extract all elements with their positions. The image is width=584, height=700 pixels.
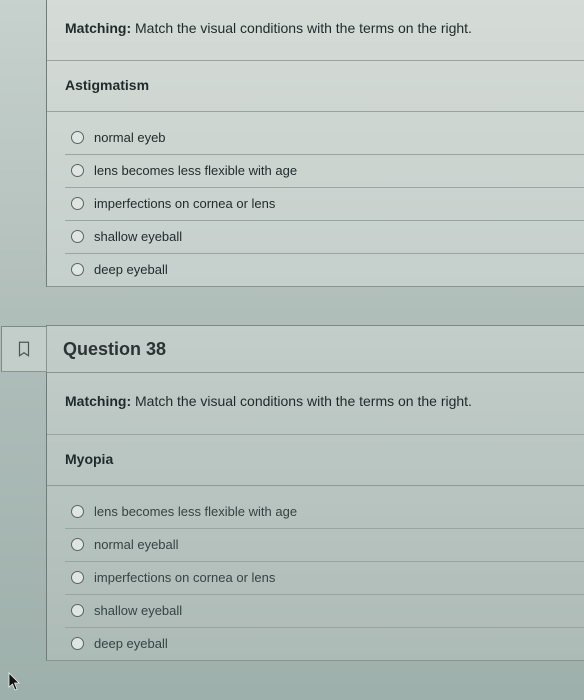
radio-icon[interactable] [71, 263, 84, 276]
prompt-text: Match the visual conditions with the ter… [131, 20, 472, 36]
radio-icon[interactable] [71, 571, 84, 584]
options-list: normal eyeb lens becomes less flexible w… [47, 112, 584, 286]
question-header: Question 38 [47, 325, 584, 373]
option-label: imperfections on cornea or lens [94, 196, 275, 211]
option-label: imperfections on cornea or lens [94, 570, 275, 585]
prompt-label: Matching: [65, 20, 131, 36]
prompt-label: Matching: [65, 393, 131, 409]
option-row[interactable]: shallow eyeball [65, 221, 584, 254]
term-myopia: Myopia [47, 435, 584, 486]
radio-icon[interactable] [71, 197, 84, 210]
flag-button[interactable] [1, 326, 47, 372]
cursor-icon [8, 672, 22, 692]
option-label: normal eyeb [94, 130, 166, 145]
option-label: deep eyeball [94, 262, 168, 277]
matching-prompt: Matching: Match the visual conditions wi… [47, 0, 584, 61]
question-panel-myopia: Question 38 Matching: Match the visual c… [46, 325, 584, 660]
option-label: shallow eyeball [94, 603, 182, 618]
matching-prompt: Matching: Match the visual conditions wi… [47, 373, 584, 434]
question-panel-astigmatism: Matching: Match the visual conditions wi… [46, 0, 584, 287]
prompt-text: Match the visual conditions with the ter… [131, 393, 472, 409]
option-label: normal eyeball [94, 537, 179, 552]
option-row[interactable]: shallow eyeball [65, 595, 584, 628]
radio-icon[interactable] [71, 637, 84, 650]
option-row[interactable]: deep eyeball [65, 628, 584, 660]
option-row[interactable]: normal eyeball [65, 529, 584, 562]
option-label: shallow eyeball [94, 229, 182, 244]
radio-icon[interactable] [71, 505, 84, 518]
term-astigmatism: Astigmatism [47, 61, 584, 112]
option-row[interactable]: lens becomes less flexible with age [65, 155, 584, 188]
option-row[interactable]: normal eyeb [65, 122, 584, 155]
options-list: lens becomes less flexible with age norm… [47, 486, 584, 660]
option-row[interactable]: imperfections on cornea or lens [65, 562, 584, 595]
option-label: deep eyeball [94, 636, 168, 651]
option-row[interactable]: imperfections on cornea or lens [65, 188, 584, 221]
bookmark-icon [15, 340, 33, 358]
option-label: lens becomes less flexible with age [94, 504, 297, 519]
option-row[interactable]: deep eyeball [65, 254, 584, 286]
radio-icon[interactable] [71, 604, 84, 617]
option-row[interactable]: lens becomes less flexible with age [65, 496, 584, 529]
option-label: lens becomes less flexible with age [94, 163, 297, 178]
radio-icon[interactable] [71, 538, 84, 551]
question-number: Question 38 [47, 327, 182, 372]
radio-icon[interactable] [71, 131, 84, 144]
radio-icon[interactable] [71, 164, 84, 177]
radio-icon[interactable] [71, 230, 84, 243]
